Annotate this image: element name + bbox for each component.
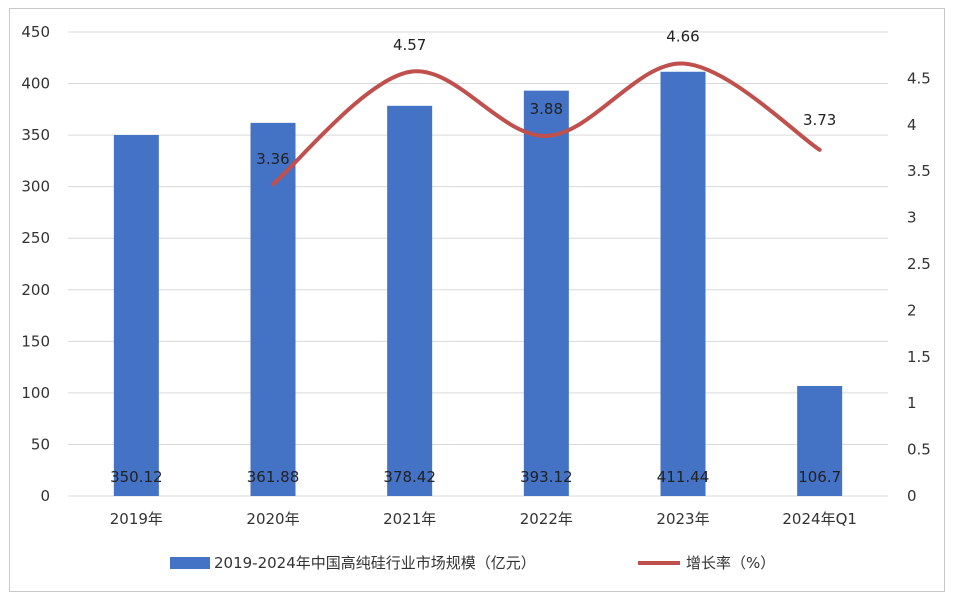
right-axis: 0 0.5 1 1.5 2 2.5 3 3.5 4 4.5 [907,69,931,505]
left-tick-label: 400 [21,75,50,93]
right-tick-label: 0 [907,487,917,505]
left-tick-label: 0 [40,487,50,505]
left-tick-label: 200 [21,281,50,299]
bar-value-label: 411.44 [657,468,710,486]
left-axis: 0 50 100 150 200 250 300 350 400 450 [21,23,50,505]
legend-bar-swatch [170,557,210,569]
left-tick-label: 300 [21,178,50,196]
x-tick-label: 2021年 [383,510,436,528]
bar [250,122,296,496]
right-tick-label: 1 [907,394,917,412]
bar-value-label: 361.88 [247,468,300,486]
x-tick-label: 2023年 [656,510,709,528]
right-tick-label: 2.5 [907,255,931,273]
right-tick-label: 4.5 [907,69,931,87]
right-tick-label: 4 [907,116,917,134]
bar [797,385,843,496]
x-axis: 2019年 2020年 2021年 2022年 2023年 2024年Q1 [110,510,857,528]
bar-value-label: 378.42 [383,468,436,486]
x-tick-label: 2022年 [520,510,573,528]
gridlines [68,31,888,497]
chart-frame [9,8,945,592]
right-tick-label: 2 [907,301,917,319]
legend-line-label: 增长率（%） [686,554,775,572]
bar-value-label: 106.7 [798,468,841,486]
left-tick-label: 100 [21,384,50,402]
bar [387,105,433,496]
line-value-label: 3.73 [803,111,836,129]
legend: 2019-2024年中国高纯硅行业市场规模（亿元） 增长率（%） [170,554,775,572]
bar [113,134,159,497]
left-tick-label: 50 [31,435,50,453]
bar-value-label: 393.12 [520,468,573,486]
line-series [271,61,822,187]
bar-series [113,71,843,497]
line-value-label: 4.66 [666,28,699,46]
growth-rate-line [271,61,822,187]
line-value-label: 3.88 [530,100,563,118]
left-tick-label: 450 [21,23,50,41]
bar-data-labels: 350.12 361.88 378.42 393.12 411.44 106.7 [110,468,841,486]
x-tick-label: 2020年 [246,510,299,528]
bar-value-label: 350.12 [110,468,163,486]
line-value-label: 4.57 [393,36,426,54]
left-tick-label: 350 [21,126,50,144]
bar [660,71,706,496]
right-tick-label: 3.5 [907,162,931,180]
bar [523,90,569,496]
x-tick-label: 2019年 [110,510,163,528]
left-tick-label: 150 [21,332,50,350]
x-tick-label: 2024年Q1 [782,510,857,528]
line-data-labels: 3.36 4.57 3.88 4.66 3.73 [256,28,836,169]
line-value-label: 3.36 [256,150,289,168]
right-tick-label: 0.5 [907,441,931,459]
right-tick-label: 1.5 [907,348,931,366]
left-tick-label: 250 [21,229,50,247]
right-tick-label: 3 [907,209,917,227]
legend-bar-label: 2019-2024年中国高纯硅行业市场规模（亿元） [214,554,536,572]
